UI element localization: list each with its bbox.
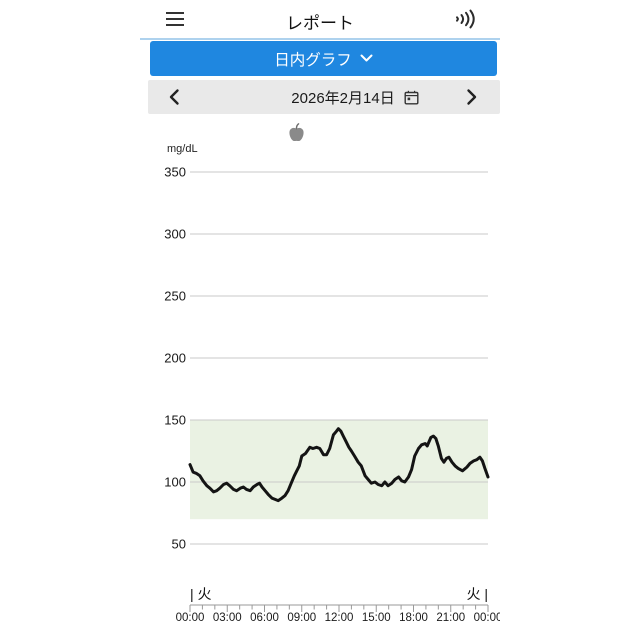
y-tick-label: 250 bbox=[164, 289, 186, 304]
y-tick-label: 350 bbox=[164, 165, 186, 180]
x-tick-label: 18:00 bbox=[399, 612, 428, 624]
date-navigator: 2026年2月14日 bbox=[148, 80, 500, 114]
x-tick-label: 12:00 bbox=[325, 612, 354, 624]
glucose-trace bbox=[188, 427, 490, 503]
date-label: 2026年2月14日 bbox=[291, 89, 395, 107]
y-tick-label: 50 bbox=[172, 537, 186, 552]
target-range-band bbox=[190, 420, 488, 520]
menu-icon[interactable] bbox=[166, 12, 184, 26]
x-tick-label: 00:00 bbox=[474, 612, 500, 624]
y-tick-label: 300 bbox=[164, 227, 186, 242]
day-label-left: | 火 bbox=[190, 586, 212, 602]
date-picker[interactable]: 2026年2月14日 bbox=[179, 80, 531, 114]
x-tick-label: 21:00 bbox=[436, 612, 465, 624]
report-type-dropdown[interactable]: 日内グラフ bbox=[150, 41, 497, 76]
page-title: レポート bbox=[286, 14, 354, 33]
app-screen: レポート 日内グラフ bbox=[140, 0, 500, 640]
y-tick-label: 200 bbox=[164, 351, 186, 366]
y-tick-label: 100 bbox=[164, 475, 186, 490]
header-divider bbox=[140, 38, 500, 40]
x-tick-label: 00:00 bbox=[176, 612, 205, 624]
chevron-down-icon bbox=[360, 54, 373, 62]
x-tick-label: 03:00 bbox=[213, 612, 242, 624]
calendar-icon bbox=[404, 90, 419, 105]
x-tick-label: 15:00 bbox=[362, 612, 391, 624]
x-tick-label: 09:00 bbox=[287, 612, 316, 624]
meal-apple-icon[interactable] bbox=[288, 121, 305, 144]
daily-glucose-chart: 350 300 250 200 150 100 50 | 火 火 | 00:00 03:00 06:0… bbox=[164, 165, 500, 625]
chevron-left-icon bbox=[169, 89, 179, 105]
scan-sensor-icon[interactable] bbox=[452, 8, 478, 30]
x-tick-label: 06:00 bbox=[250, 612, 279, 624]
day-label-right: 火 | bbox=[466, 586, 488, 602]
y-tick-label: 150 bbox=[164, 413, 186, 428]
y-axis-unit-label: mg/dL bbox=[167, 143, 198, 155]
next-day-button[interactable] bbox=[466, 88, 480, 106]
previous-day-button[interactable] bbox=[168, 88, 182, 106]
header-bar: レポート bbox=[140, 0, 500, 40]
report-type-label: 日内グラフ bbox=[274, 51, 352, 69]
chevron-right-icon bbox=[467, 89, 477, 105]
